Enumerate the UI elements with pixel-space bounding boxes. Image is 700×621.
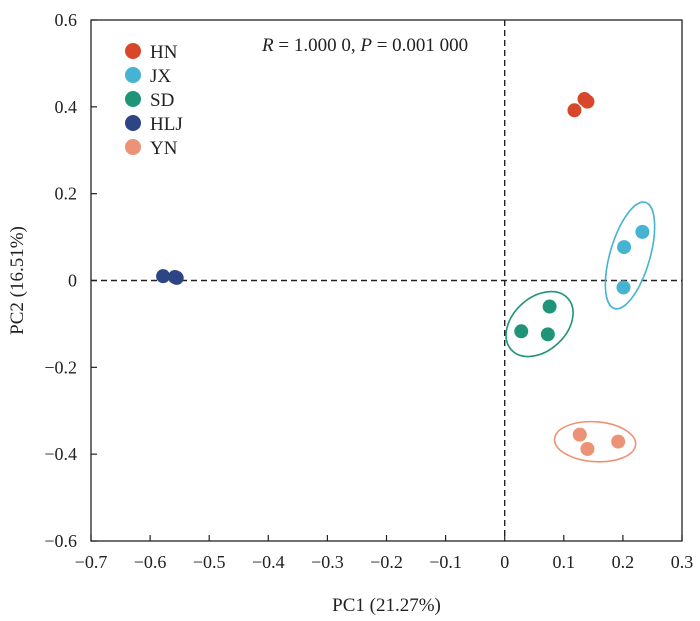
legend-label-jx: JX xyxy=(150,66,171,87)
point-jx xyxy=(617,240,632,255)
point-hlj xyxy=(156,269,171,284)
group-ellipses xyxy=(505,201,656,463)
r-value: = 1.000 0, xyxy=(274,35,361,56)
reference-lines xyxy=(91,20,682,541)
ellipse-yn xyxy=(553,420,637,463)
point-hn xyxy=(567,103,582,118)
legend-marker-sd xyxy=(125,91,141,107)
x-axis: −0.7 −0.6 −0.5 −0.4 −0.3 −0.2 −0.1 0 0.1 0.2 0.3 xyxy=(75,535,694,572)
point-yn xyxy=(580,441,595,456)
x-tick-label: −0.4 xyxy=(252,552,285,572)
legend-label-yn: YN xyxy=(150,138,178,159)
ellipse-jx xyxy=(604,201,656,310)
legend-label-hlj: HLJ xyxy=(150,114,183,135)
y-tick-label: 0 xyxy=(68,271,77,291)
x-tick-label: −0.5 xyxy=(193,552,226,572)
point-jx xyxy=(616,280,631,295)
y-tick-label: −0.2 xyxy=(44,357,77,377)
x-tick-label: −0.2 xyxy=(370,552,403,572)
x-tick-label: 0.3 xyxy=(671,552,694,572)
x-tick-label: 0.2 xyxy=(612,552,635,572)
data-points xyxy=(156,92,650,456)
x-tick-label: −0.1 xyxy=(429,552,462,572)
x-tick-label: −0.6 xyxy=(134,552,167,572)
y-tick-label: −0.6 xyxy=(44,531,77,551)
y-tick-label: 0.4 xyxy=(55,97,78,117)
legend-marker-hlj xyxy=(125,115,141,131)
legend-marker-hn xyxy=(125,43,141,59)
ellipse-sd xyxy=(505,290,574,358)
point-sd xyxy=(540,327,555,342)
y-tick-label: −0.4 xyxy=(44,444,77,464)
x-tick-label: −0.3 xyxy=(311,552,344,572)
y-axis-title: PC2 (16.51%) xyxy=(7,226,28,335)
x-tick-label: 0 xyxy=(500,552,509,572)
p-value: = 0.001 000 xyxy=(372,35,468,56)
legend: HN JX SD HLJ YN xyxy=(125,42,183,159)
point-hn xyxy=(580,94,595,109)
point-jx xyxy=(635,224,650,239)
legend-marker-jx xyxy=(125,67,141,83)
r-label: R xyxy=(261,35,274,56)
stat-annotation: R = 1.000 0, P = 0.001 000 xyxy=(261,35,468,56)
y-tick-label: 0.6 xyxy=(55,10,78,30)
x-tick-label: −0.7 xyxy=(75,552,108,572)
legend-marker-yn xyxy=(125,139,141,155)
y-tick-label: 0.2 xyxy=(55,184,78,204)
legend-label-hn: HN xyxy=(150,42,178,63)
y-axis: −0.6 −0.4 −0.2 0 0.2 0.4 0.6 xyxy=(44,10,97,551)
point-yn xyxy=(572,427,587,442)
x-axis-title: PC1 (21.27%) xyxy=(332,595,441,616)
legend-label-sd: SD xyxy=(150,90,174,111)
point-sd xyxy=(542,299,557,314)
point-sd xyxy=(514,324,529,339)
x-tick-label: 0.1 xyxy=(553,552,576,572)
p-label: P xyxy=(359,35,372,56)
point-yn xyxy=(611,434,626,449)
point-hlj xyxy=(169,270,184,285)
